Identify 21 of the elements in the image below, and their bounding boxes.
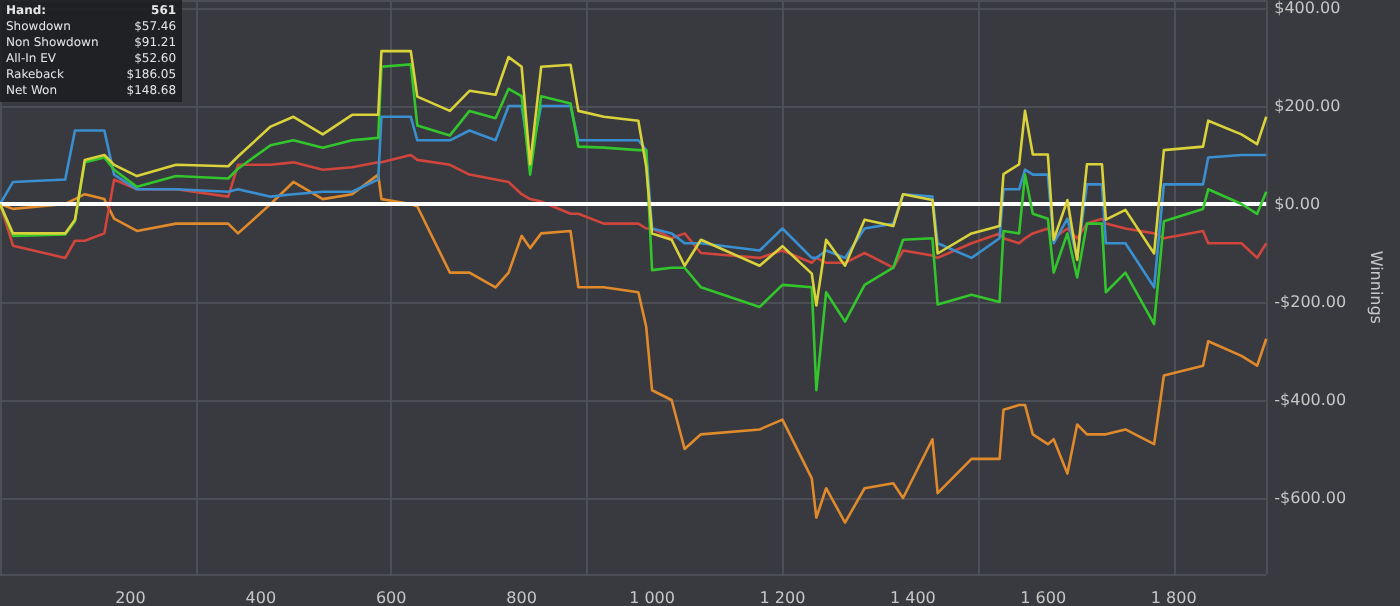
line-series bbox=[0, 153, 1268, 270]
y-axis-title: Winnings bbox=[1367, 250, 1385, 324]
y-tick-label: $400.00 bbox=[1274, 0, 1341, 17]
y-tick-label: -$400.00 bbox=[1274, 391, 1347, 410]
x-tick-label: 1 800 bbox=[1150, 589, 1197, 606]
x-tick-label: 400 bbox=[245, 589, 277, 606]
y-tick-label: $200.00 bbox=[1274, 96, 1341, 115]
x-tick-label: 600 bbox=[375, 589, 407, 606]
x-tick-label: 1 000 bbox=[629, 589, 675, 606]
y-tick-label: $0.00 bbox=[1274, 195, 1321, 213]
y-tick-label: -$600.00 bbox=[1274, 489, 1347, 508]
line-series bbox=[0, 104, 1268, 289]
x-tick-label: 1 600 bbox=[1020, 589, 1067, 606]
x-tick-label: 1 200 bbox=[759, 589, 806, 606]
y-tick-label: -$200.00 bbox=[1274, 293, 1347, 312]
line-series bbox=[0, 49, 1268, 307]
x-tick-label: 1 400 bbox=[889, 589, 936, 606]
x-tick-label: 800 bbox=[506, 589, 537, 606]
x-tick-label: 200 bbox=[115, 589, 146, 606]
line-series bbox=[0, 63, 1268, 392]
line-series bbox=[0, 173, 1268, 524]
